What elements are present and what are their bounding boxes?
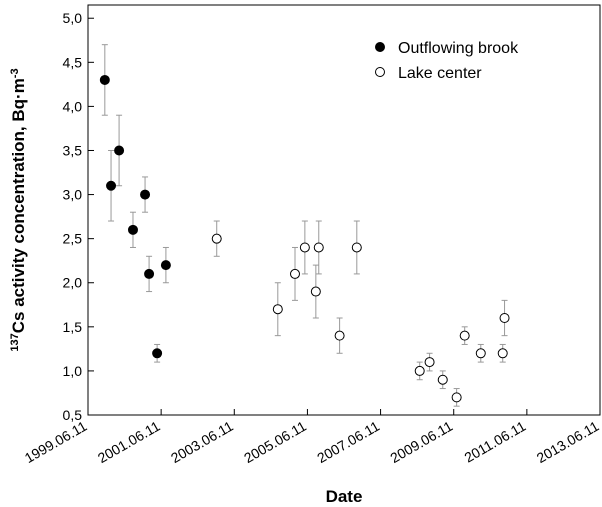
x-tick-label: 2005.06.11 [241, 418, 309, 466]
legend-marker [375, 67, 385, 77]
x-tick-label: 2013.06.11 [534, 418, 602, 466]
point [106, 180, 117, 191]
x-tick-label: 1999.06.11 [22, 418, 90, 466]
point [140, 189, 151, 200]
point [475, 348, 486, 359]
y-tick-label: 1,0 [63, 363, 83, 379]
point [310, 286, 321, 297]
x-axis-title: Date [326, 487, 363, 506]
y-axis-title-exponent: -3 [9, 68, 21, 78]
point [127, 224, 138, 235]
point [211, 233, 222, 244]
y-axis-title-text: Cs activity concentration, Bq·m [9, 78, 28, 333]
legend-label: Lake center [398, 65, 482, 82]
point [160, 260, 171, 271]
point [313, 242, 324, 253]
point [272, 304, 283, 315]
point [99, 74, 110, 85]
point [437, 374, 448, 385]
point [114, 145, 125, 156]
point [144, 268, 155, 279]
x-tick-label: 2009.06.11 [387, 418, 455, 466]
y-axis-title-mass: 137 [9, 333, 21, 351]
x-tick-label: 2011.06.11 [461, 418, 528, 466]
y-tick-label: 5,0 [63, 10, 83, 26]
plot-frame [87, 4, 601, 416]
legend-label: Outflowing brook [398, 40, 519, 57]
x-tick-label: 2001.06.11 [95, 418, 163, 466]
legend-marker [375, 42, 385, 52]
point [414, 365, 425, 376]
y-tick-label: 0,5 [63, 407, 83, 423]
x-tick-label: 2003.06.11 [168, 418, 236, 466]
y-tick-label: 2,5 [63, 231, 83, 247]
point [424, 357, 435, 368]
point [451, 392, 462, 403]
point [499, 313, 510, 324]
point [351, 242, 362, 253]
point [299, 242, 310, 253]
point [497, 348, 508, 359]
point [334, 330, 345, 341]
x-tick-label: 2007.06.11 [314, 418, 382, 466]
y-tick-label: 2,0 [63, 275, 83, 291]
y-tick-label: 4,5 [63, 54, 83, 70]
point [289, 268, 300, 279]
y-axis-title: 137Cs activity concentration, Bq·m-3 [9, 68, 28, 351]
y-tick-label: 4,0 [63, 98, 83, 114]
y-tick-label: 1,5 [63, 319, 83, 335]
point [152, 348, 163, 359]
point [459, 330, 470, 341]
y-tick-label: 3,5 [63, 142, 83, 158]
y-tick-label: 3,0 [63, 187, 83, 203]
